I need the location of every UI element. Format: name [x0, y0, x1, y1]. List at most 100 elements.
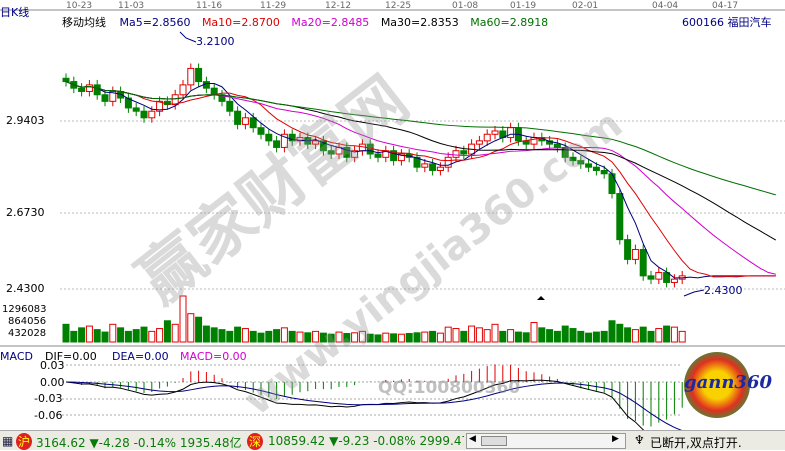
- candle-body: [343, 146, 351, 158]
- volume-bar: [538, 327, 546, 343]
- sz-badge[interactable]: 深: [247, 433, 264, 450]
- candle-body: [608, 173, 616, 195]
- high-pointer: [179, 31, 197, 43]
- volume-bar: [374, 334, 382, 343]
- volume-bar: [507, 329, 515, 343]
- sh-badge[interactable]: 沪: [16, 433, 33, 450]
- date-tick: 12-12: [325, 1, 352, 11]
- candle-body: [585, 163, 593, 168]
- volume-bar: [382, 332, 390, 343]
- volume-tick: 864056: [8, 316, 47, 327]
- volume-bar: [312, 330, 320, 343]
- sz-value: 10859.42: [268, 434, 326, 448]
- logo-text: gann360: [684, 372, 772, 393]
- volume-bar: [280, 327, 288, 343]
- sh-value: 3164.62: [36, 436, 86, 450]
- volume-bar: [405, 333, 413, 343]
- candle-body: [148, 110, 156, 119]
- candle-body: [390, 150, 398, 162]
- candle-body: [592, 166, 600, 171]
- candle-body: [397, 153, 405, 162]
- macd-tick: 0.00: [40, 376, 65, 389]
- candle-body: [62, 77, 70, 83]
- volume-bar: [179, 295, 187, 343]
- volume-tick: 1296083: [2, 304, 47, 315]
- volume-bar: [585, 332, 593, 343]
- candle-body: [93, 84, 101, 96]
- volume-bar: [546, 329, 554, 343]
- volume-bar: [343, 333, 351, 343]
- volume-bar: [210, 327, 218, 343]
- ma20-value: Ma20=2.8485: [291, 16, 370, 29]
- volume-bar: [109, 323, 117, 343]
- volume-bar: [569, 328, 577, 343]
- candle-body: [327, 150, 335, 155]
- volume-bar: [249, 330, 257, 343]
- volume-bar: [616, 323, 624, 343]
- date-tick: 11-29: [260, 1, 287, 11]
- sz-index: 10859.42 ▼-9.23 -0.08% 2999.47: [268, 434, 464, 448]
- macd-title: MACD: [0, 350, 33, 363]
- volume-bar: [101, 331, 109, 343]
- high-annotation: 3.2100: [196, 35, 235, 48]
- volume-bar: [514, 331, 522, 343]
- candle-body: [132, 107, 140, 112]
- sz-amount: 2999.47: [419, 434, 464, 448]
- sh-amount: 1935.48亿: [179, 436, 242, 450]
- candle-body: [663, 272, 671, 283]
- candle-body: [288, 133, 296, 142]
- stock-code: 600166: [682, 16, 724, 29]
- horizontal-scrollbar[interactable]: ◀ ▶: [466, 433, 626, 449]
- connection-status[interactable]: 已断开,双点打开.: [650, 436, 742, 450]
- price-tick: 2.4300: [6, 282, 45, 295]
- kline-chart[interactable]: [0, 0, 785, 430]
- volume-bar: [429, 330, 437, 343]
- volume-bar: [319, 332, 327, 343]
- candle-body: [187, 67, 195, 86]
- volume-bar: [241, 328, 249, 343]
- candle-body: [452, 150, 460, 158]
- volume-tick: 432028: [8, 328, 47, 339]
- volume-bar: [483, 329, 491, 343]
- candle-body: [101, 94, 109, 102]
- cursor-marker: [537, 296, 545, 300]
- scroll-thumb[interactable]: [481, 436, 507, 446]
- macd-value: MACD=0.00: [180, 350, 247, 363]
- volume-bar: [187, 313, 195, 343]
- date-tick: 01-19: [510, 1, 537, 11]
- candle-body: [444, 156, 452, 168]
- volume-bar: [296, 331, 304, 343]
- candle-body: [460, 150, 468, 155]
- candle-body: [171, 94, 179, 106]
- candle-body: [312, 140, 320, 145]
- calendar-icon[interactable]: ▦: [2, 434, 14, 448]
- candle-body: [296, 137, 304, 142]
- volume-bar: [468, 325, 476, 343]
- sh-percent: -0.14%: [133, 436, 177, 450]
- volume-bar: [202, 325, 210, 343]
- volume-bar: [351, 332, 359, 343]
- volume-bar: [577, 330, 585, 343]
- candle-body: [249, 117, 257, 129]
- volume-bar: [257, 332, 265, 343]
- volume-bar: [639, 326, 647, 343]
- volume-bar: [234, 326, 242, 343]
- scroll-left-icon[interactable]: ◀: [469, 434, 476, 444]
- date-tick: 01-08: [452, 1, 479, 11]
- ma-legend: 移动均线 Ma5=2.8560 Ma10=2.8700 Ma20=2.8485 …: [62, 14, 548, 30]
- candle-body: [600, 169, 608, 175]
- period-label[interactable]: 日K线: [0, 6, 30, 19]
- stock-id: 600166 福田汽车: [682, 14, 772, 30]
- volume-bar: [78, 327, 86, 343]
- date-tick: 12-25: [385, 1, 412, 11]
- status-bar: ▦ 沪 3164.62 ▼-4.28 -0.14% 1935.48亿 深 108…: [0, 430, 785, 450]
- volume-bar: [366, 333, 374, 343]
- candle-body: [507, 127, 515, 139]
- scroll-right-icon[interactable]: ▶: [612, 434, 619, 444]
- volume-bar: [304, 332, 312, 343]
- volume-bar: [608, 320, 616, 343]
- date-tick: 10-23: [66, 1, 93, 11]
- volume-bar: [561, 325, 569, 343]
- candle-body: [475, 140, 483, 145]
- candle-body: [351, 150, 359, 158]
